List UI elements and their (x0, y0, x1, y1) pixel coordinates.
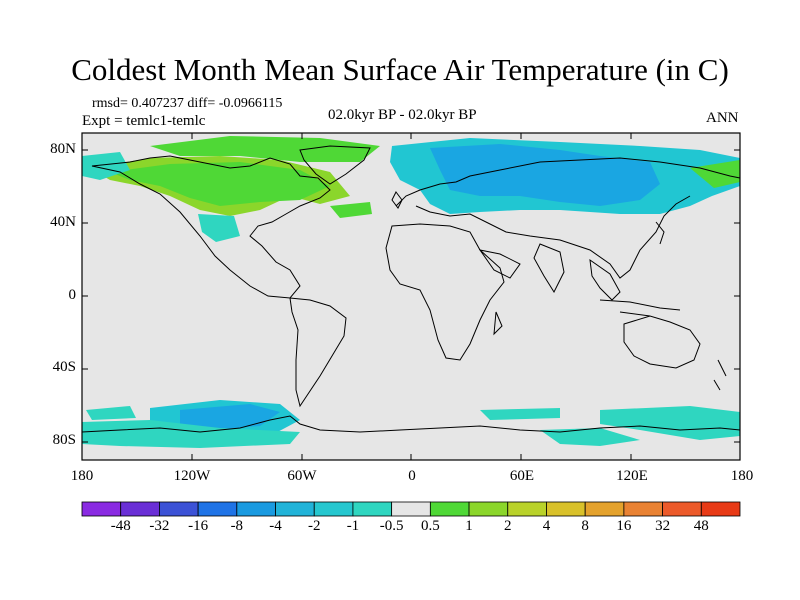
y-tick-label: 80N (50, 141, 76, 157)
north-america-green-anomaly-2 (110, 162, 330, 206)
colorbar-swatch (352, 501, 393, 517)
colorbar-swatch (662, 501, 702, 517)
colorbar-label: -2 (307, 518, 321, 534)
x-tick-label: 60W (287, 468, 317, 484)
colorbar-swatch (236, 501, 276, 517)
antarctic-coast-anomaly (540, 428, 640, 446)
africa-coastline (385, 223, 505, 361)
southern-ocean-anomaly-indian (480, 408, 560, 420)
greenland-coastline (299, 145, 371, 185)
colorbar-swatch (159, 501, 199, 517)
colorbar-swatch (275, 501, 315, 517)
y-tick-label: 0 (68, 287, 77, 303)
colorbar-swatch (546, 501, 586, 517)
antarctic-anomaly (82, 420, 300, 448)
north-america-coastline (91, 155, 331, 299)
x-tick-label: 120E (616, 468, 648, 484)
southern-ocean-anomaly-east (600, 406, 740, 440)
colorbar-label: -48 (110, 518, 131, 534)
x-tick-label: 120W (173, 468, 211, 484)
colorbar-label: 32 (655, 518, 671, 534)
colorbar (81, 501, 741, 517)
india-coastline (533, 243, 565, 294)
colorbar-swatch (468, 501, 509, 517)
colorbar-label: -16 (188, 518, 209, 534)
eurasia-coastline (395, 157, 741, 279)
season-text: ANN (706, 110, 739, 126)
arctic-green-anomaly (150, 136, 380, 162)
north-america-cyan-anomaly (198, 214, 240, 242)
colorbar-label: -32 (149, 518, 170, 534)
x-tick-label: 180 (70, 468, 94, 484)
southeast-asia-coastline (589, 258, 621, 301)
southern-ocean-anomaly-west (86, 406, 136, 420)
colorbar-swatch (81, 501, 122, 517)
alaska-cyan-anomaly (82, 152, 130, 180)
colorbar-label: 2 (504, 518, 512, 534)
atlantic-green-anomaly (330, 202, 372, 218)
madagascar-coastline (493, 311, 503, 336)
map-title: Coldest Month Mean Surface Air Temperatu… (71, 52, 729, 87)
colorbar-label: -8 (230, 518, 244, 534)
colorbar-swatch (584, 501, 625, 517)
uk-coastline (391, 191, 403, 209)
antarctica-coastline (81, 415, 741, 433)
south-america-coastline (289, 297, 347, 408)
stats-text: rmsd= 0.407237 diff= -0.0966115 (92, 96, 283, 111)
colorbar-swatch (391, 501, 431, 517)
coastlines (81, 145, 741, 433)
colorbar-swatch (197, 501, 238, 517)
colorbar-label: 16 (616, 518, 632, 534)
y-tick-label: 40S (52, 359, 76, 375)
x-tick-label: 180 (730, 468, 754, 484)
colorbar-label: -1 (346, 518, 360, 534)
colorbar-swatch (700, 501, 741, 517)
y-tick-label: 40N (50, 214, 76, 230)
colorbar-label: -0.5 (379, 518, 404, 534)
colorbar-swatch (507, 501, 547, 517)
colorbar-swatch (429, 501, 470, 517)
north-pacific-green-anomaly (690, 160, 740, 188)
colorbar-swatch (120, 501, 160, 517)
axis-ticks (82, 133, 740, 460)
australia-coastline (623, 315, 701, 369)
colorbar-swatch (313, 501, 354, 517)
arabia-coastline (478, 249, 521, 279)
colorbar-label: 4 (542, 518, 551, 534)
x-tick-label: 60E (509, 468, 535, 484)
colorbar-swatch (623, 501, 663, 517)
colorbar-label: 8 (581, 518, 589, 534)
colorbar-label: 0.5 (420, 518, 440, 534)
y-tick-label: 80S (52, 432, 76, 448)
new-zealand-coastline (713, 359, 727, 391)
indonesia-coastline (599, 299, 681, 317)
colorbar-label: -4 (269, 518, 282, 534)
colorbar-label: 48 (693, 518, 709, 534)
colorbar-label: 1 (465, 518, 473, 534)
period-text: 02.0kyr BP - 02.0kyr BP (328, 107, 477, 123)
x-tick-label: 0 (408, 468, 416, 484)
japan-coastline (655, 221, 665, 245)
siberia-blue-anomaly (430, 144, 660, 206)
experiment-text: Expt = temlc1-temlc (82, 113, 206, 129)
